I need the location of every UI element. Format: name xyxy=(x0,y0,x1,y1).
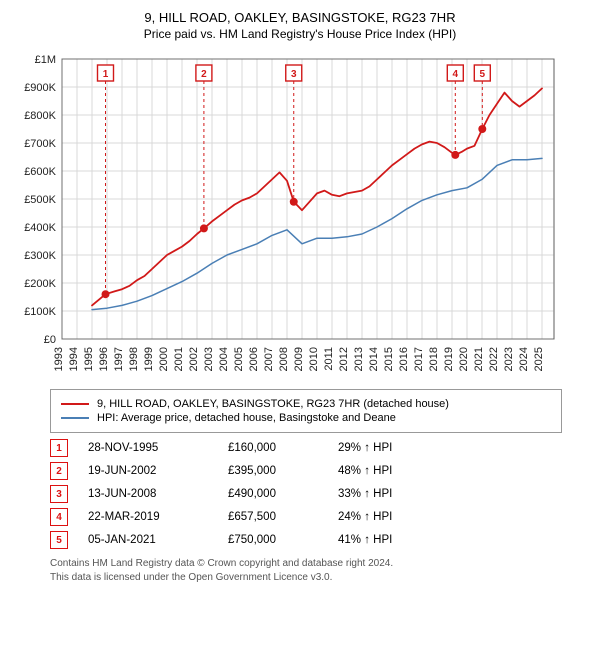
svg-text:2015: 2015 xyxy=(383,347,395,371)
sale-date: 19-JUN-2002 xyxy=(88,465,228,477)
legend-label: 9, HILL ROAD, OAKLEY, BASINGSTOKE, RG23 … xyxy=(97,398,449,410)
legend-swatch xyxy=(61,417,89,419)
svg-text:2010: 2010 xyxy=(308,347,320,371)
svg-text:£200K: £200K xyxy=(24,278,56,290)
sale-delta: 41% ↑ HPI xyxy=(338,534,458,546)
sale-row: 5 05-JAN-2021£750,00041% ↑ HPI xyxy=(50,531,562,549)
sales-table: 1 28-NOV-1995£160,00029% ↑ HPI 2 19-JUN-200… xyxy=(50,439,562,549)
sale-marker: 5 xyxy=(50,531,68,549)
svg-text:£1M: £1M xyxy=(35,54,56,66)
svg-text:2000: 2000 xyxy=(158,347,170,371)
legend-label: HPI: Average price, detached house, Basi… xyxy=(97,412,396,424)
chart-title: 9, HILL ROAD, OAKLEY, BASINGSTOKE, RG23 … xyxy=(8,10,592,25)
svg-text:1999: 1999 xyxy=(143,347,155,371)
sale-price: £490,000 xyxy=(228,488,338,500)
sale-row: 3 13-JUN-2008£490,00033% ↑ HPI xyxy=(50,485,562,503)
svg-text:1997: 1997 xyxy=(113,347,125,371)
svg-text:2008: 2008 xyxy=(278,347,290,371)
svg-text:1995: 1995 xyxy=(83,347,95,371)
svg-text:£0: £0 xyxy=(44,334,56,346)
svg-text:1: 1 xyxy=(103,69,109,80)
svg-text:1993: 1993 xyxy=(53,347,65,371)
svg-text:3: 3 xyxy=(291,69,297,80)
svg-text:2005: 2005 xyxy=(233,347,245,371)
svg-text:2007: 2007 xyxy=(263,347,275,371)
sale-row: 2 19-JUN-2002£395,00048% ↑ HPI xyxy=(50,462,562,480)
svg-text:2001: 2001 xyxy=(173,347,185,371)
svg-text:£400K: £400K xyxy=(24,222,56,234)
legend-item: HPI: Average price, detached house, Basi… xyxy=(61,412,551,424)
svg-text:2004: 2004 xyxy=(218,347,230,371)
legend-swatch xyxy=(61,403,89,405)
svg-text:2: 2 xyxy=(201,69,207,80)
svg-text:2003: 2003 xyxy=(203,347,215,371)
svg-text:2021: 2021 xyxy=(473,347,485,371)
legend-item: 9, HILL ROAD, OAKLEY, BASINGSTOKE, RG23 … xyxy=(61,398,551,410)
sale-delta: 24% ↑ HPI xyxy=(338,511,458,523)
svg-text:£600K: £600K xyxy=(24,166,56,178)
svg-text:2006: 2006 xyxy=(248,347,260,371)
sale-date: 05-JAN-2021 xyxy=(88,534,228,546)
svg-text:£900K: £900K xyxy=(24,82,56,94)
sale-delta: 33% ↑ HPI xyxy=(338,488,458,500)
sale-price: £395,000 xyxy=(228,465,338,477)
footer-line-1: Contains HM Land Registry data © Crown c… xyxy=(50,557,562,571)
legend: 9, HILL ROAD, OAKLEY, BASINGSTOKE, RG23 … xyxy=(50,389,562,433)
sale-price: £750,000 xyxy=(228,534,338,546)
sale-date: 28-NOV-1995 xyxy=(88,442,228,454)
sale-date: 22-MAR-2019 xyxy=(88,511,228,523)
sale-row: 4 22-MAR-2019£657,50024% ↑ HPI xyxy=(50,508,562,526)
svg-text:2016: 2016 xyxy=(398,347,410,371)
footer-line-2: This data is licensed under the Open Gov… xyxy=(50,571,562,585)
svg-text:4: 4 xyxy=(453,69,459,80)
line-chart: £0 £100K £200K £300K £400K £500K £600K £700K £80… xyxy=(8,49,568,379)
svg-text:2024: 2024 xyxy=(518,347,530,371)
svg-text:2020: 2020 xyxy=(458,347,470,371)
sale-marker: 3 xyxy=(50,485,68,503)
sale-delta: 48% ↑ HPI xyxy=(338,465,458,477)
svg-text:1994: 1994 xyxy=(68,347,80,371)
svg-text:2002: 2002 xyxy=(188,347,200,371)
chart-subtitle: Price paid vs. HM Land Registry's House … xyxy=(8,27,592,41)
svg-text:£300K: £300K xyxy=(24,250,56,262)
chart-container: £0 £100K £200K £300K £400K £500K £600K £700K £80… xyxy=(8,49,592,379)
svg-text:5: 5 xyxy=(480,69,486,80)
svg-text:2012: 2012 xyxy=(338,347,350,371)
svg-text:1998: 1998 xyxy=(128,347,140,371)
svg-text:£800K: £800K xyxy=(24,110,56,122)
svg-text:2014: 2014 xyxy=(368,347,380,371)
svg-text:2011: 2011 xyxy=(323,347,335,371)
sale-price: £160,000 xyxy=(228,442,338,454)
sale-marker: 1 xyxy=(50,439,68,457)
sale-marker: 4 xyxy=(50,508,68,526)
svg-text:£700K: £700K xyxy=(24,138,56,150)
svg-text:£100K: £100K xyxy=(24,306,56,318)
svg-text:2018: 2018 xyxy=(428,347,440,371)
sale-delta: 29% ↑ HPI xyxy=(338,442,458,454)
svg-text:2022: 2022 xyxy=(488,347,500,371)
footer-attribution: Contains HM Land Registry data © Crown c… xyxy=(50,557,562,584)
sale-price: £657,500 xyxy=(228,511,338,523)
sale-marker: 2 xyxy=(50,462,68,480)
sale-date: 13-JUN-2008 xyxy=(88,488,228,500)
svg-text:£500K: £500K xyxy=(24,194,56,206)
svg-text:2025: 2025 xyxy=(533,347,545,371)
svg-text:2019: 2019 xyxy=(443,347,455,371)
svg-text:2013: 2013 xyxy=(353,347,365,371)
svg-text:2023: 2023 xyxy=(503,347,515,371)
sale-row: 1 28-NOV-1995£160,00029% ↑ HPI xyxy=(50,439,562,457)
svg-text:1996: 1996 xyxy=(98,347,110,371)
svg-text:2017: 2017 xyxy=(413,347,425,371)
svg-text:2009: 2009 xyxy=(293,347,305,371)
